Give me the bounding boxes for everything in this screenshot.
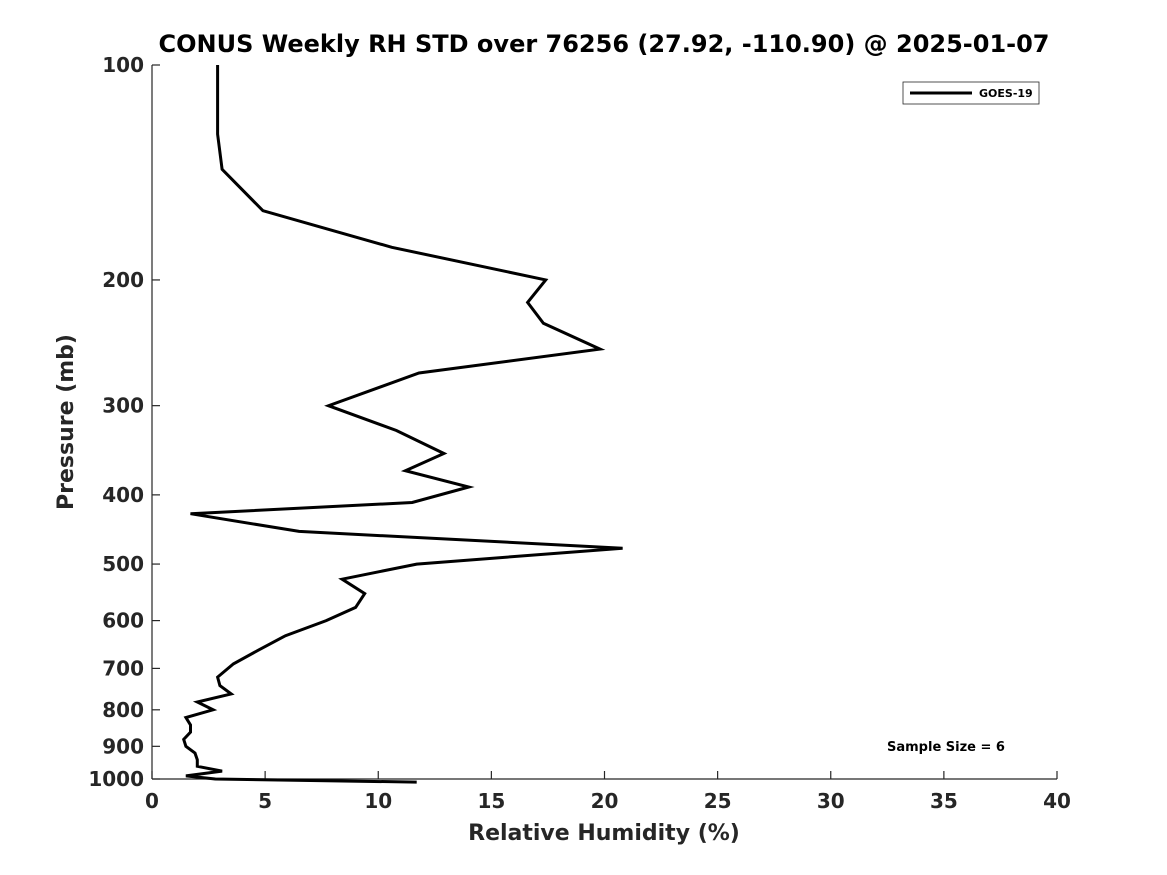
x-ticks: 0 5 10 15 20 25 30 35 40 [145,771,1071,813]
series-layer [182,65,623,784]
x-tick-label: 5 [258,789,272,813]
y-tick-label: 200 [102,268,144,292]
y-tick-label: 700 [102,656,144,680]
chart-title: CONUS Weekly RH STD over 76256 (27.92, -… [158,30,1049,58]
sample-size-annotation: Sample Size = 6 [887,740,1005,755]
y-tick-label: 400 [102,483,144,507]
legend: GOES-19 [902,81,1040,105]
x-tick-label: 0 [145,789,159,813]
x-tick-label: 15 [477,789,505,813]
x-tick-label: 30 [817,789,845,813]
x-tick-label: 40 [1043,789,1071,813]
y-tick-label: 800 [102,698,144,722]
x-tick-label: 35 [930,789,958,813]
x-tick-label: 25 [704,789,732,813]
y-tick-label: 500 [102,552,144,576]
y-tick-label: 1000 [88,767,144,791]
axes [151,65,1057,780]
y-tick-label: 100 [102,53,144,77]
x-axis-label: Relative Humidity (%) [468,821,740,846]
series-line-goes-19 [182,65,623,784]
y-tick-label: 600 [102,609,144,633]
y-tick-label: 300 [102,394,144,418]
x-tick-label: 20 [591,789,619,813]
legend-entry-goes-19: GOES-19 [979,87,1033,100]
y-tick-label: 900 [102,734,144,758]
y-axis-label: Pressure (mb) [54,334,79,510]
x-tick-label: 10 [364,789,392,813]
y-ticks: 100 200 300 400 500 600 700 800 900 1000 [88,53,160,791]
